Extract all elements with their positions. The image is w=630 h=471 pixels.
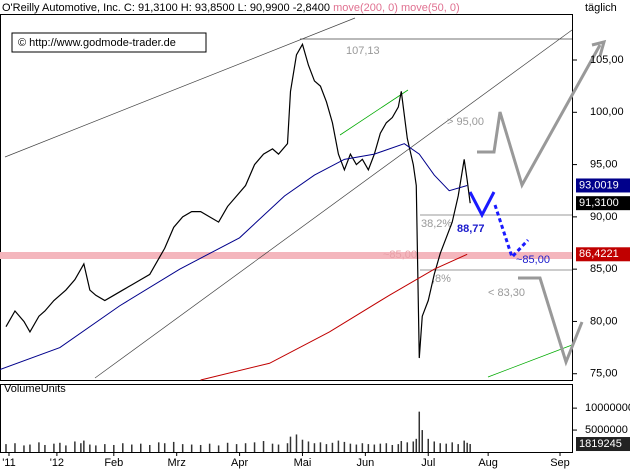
volume-title: VolumeUnits — [4, 383, 66, 395]
annotation: 88,77 — [457, 223, 485, 235]
header: O'Reilly Automotive, Inc. C: 91,3100 H: … — [2, 2, 460, 14]
scenario-arrow — [477, 44, 602, 189]
price-label-box — [576, 247, 630, 262]
blue-arrow — [468, 191, 496, 219]
arrow-head — [591, 39, 607, 57]
watermark-box — [11, 32, 207, 53]
volume-label: 1819245 — [579, 438, 622, 450]
price-label: 86,4221 — [579, 248, 619, 260]
x-tick-label: Aug — [478, 457, 498, 469]
green-trendline — [339, 89, 409, 136]
x-tick-label: Apr — [231, 457, 248, 469]
price-line — [200, 253, 468, 381]
x-tick-label: Mrz — [168, 457, 186, 469]
price-line — [5, 42, 471, 359]
x-tick-label: Jul — [421, 457, 435, 469]
y-tick-label: 85,00 — [590, 263, 618, 275]
price-line — [0, 143, 468, 371]
price-label: 93,0019 — [579, 179, 619, 191]
trendline — [4, 17, 356, 158]
x-tick-label: '12 — [50, 457, 64, 469]
volume-tick-label: 5000000 — [585, 424, 628, 436]
y-tick-label: 95,00 — [590, 158, 618, 170]
watermark: © http://www.godmode-trader.de — [18, 37, 176, 49]
price-label: 91,3100 — [579, 197, 619, 209]
trendline — [94, 29, 573, 379]
y-tick-label: 90,00 — [590, 211, 618, 223]
price-label-box — [576, 178, 630, 193]
annotation: 107,13 — [346, 45, 380, 57]
annotation: ,8% — [432, 273, 451, 285]
y-tick-label: 75,00 — [590, 368, 618, 380]
x-tick-label: Sep — [550, 457, 570, 469]
annotation: 38,2% — [421, 218, 452, 230]
blue-dotted-arrow — [493, 204, 530, 260]
volume-tick-label: 10000000 — [585, 402, 630, 414]
price-label-box — [576, 196, 630, 211]
x-tick-label: Mai — [294, 457, 312, 469]
volume-frame — [0, 384, 573, 453]
y-tick-label: 80,00 — [590, 315, 618, 327]
price-frame — [0, 14, 573, 381]
header-title: O'Reilly Automotive, Inc. C: 91,3100 H: … — [2, 2, 330, 14]
green-trendline — [487, 344, 573, 378]
y-tick-label: 105,00 — [590, 54, 624, 66]
y-tick-label: 100,00 — [590, 106, 624, 118]
annotation: ~85,00 — [383, 249, 417, 261]
period: täglich — [585, 2, 617, 14]
annotation: < 83,30 — [488, 287, 525, 299]
x-tick-label: Jun — [356, 457, 374, 469]
x-tick-label: Feb — [104, 457, 123, 469]
scenario-arrow — [518, 276, 584, 367]
annotation: > 95,00 — [447, 116, 484, 128]
volume-label-box — [576, 437, 630, 452]
x-tick-label: '11 — [2, 457, 16, 469]
annotation: ~85,00 — [516, 254, 550, 266]
header-ma50: move(50, 0) — [401, 2, 460, 14]
header-ma200: move(200, 0) — [333, 2, 398, 14]
support-band — [0, 252, 572, 259]
